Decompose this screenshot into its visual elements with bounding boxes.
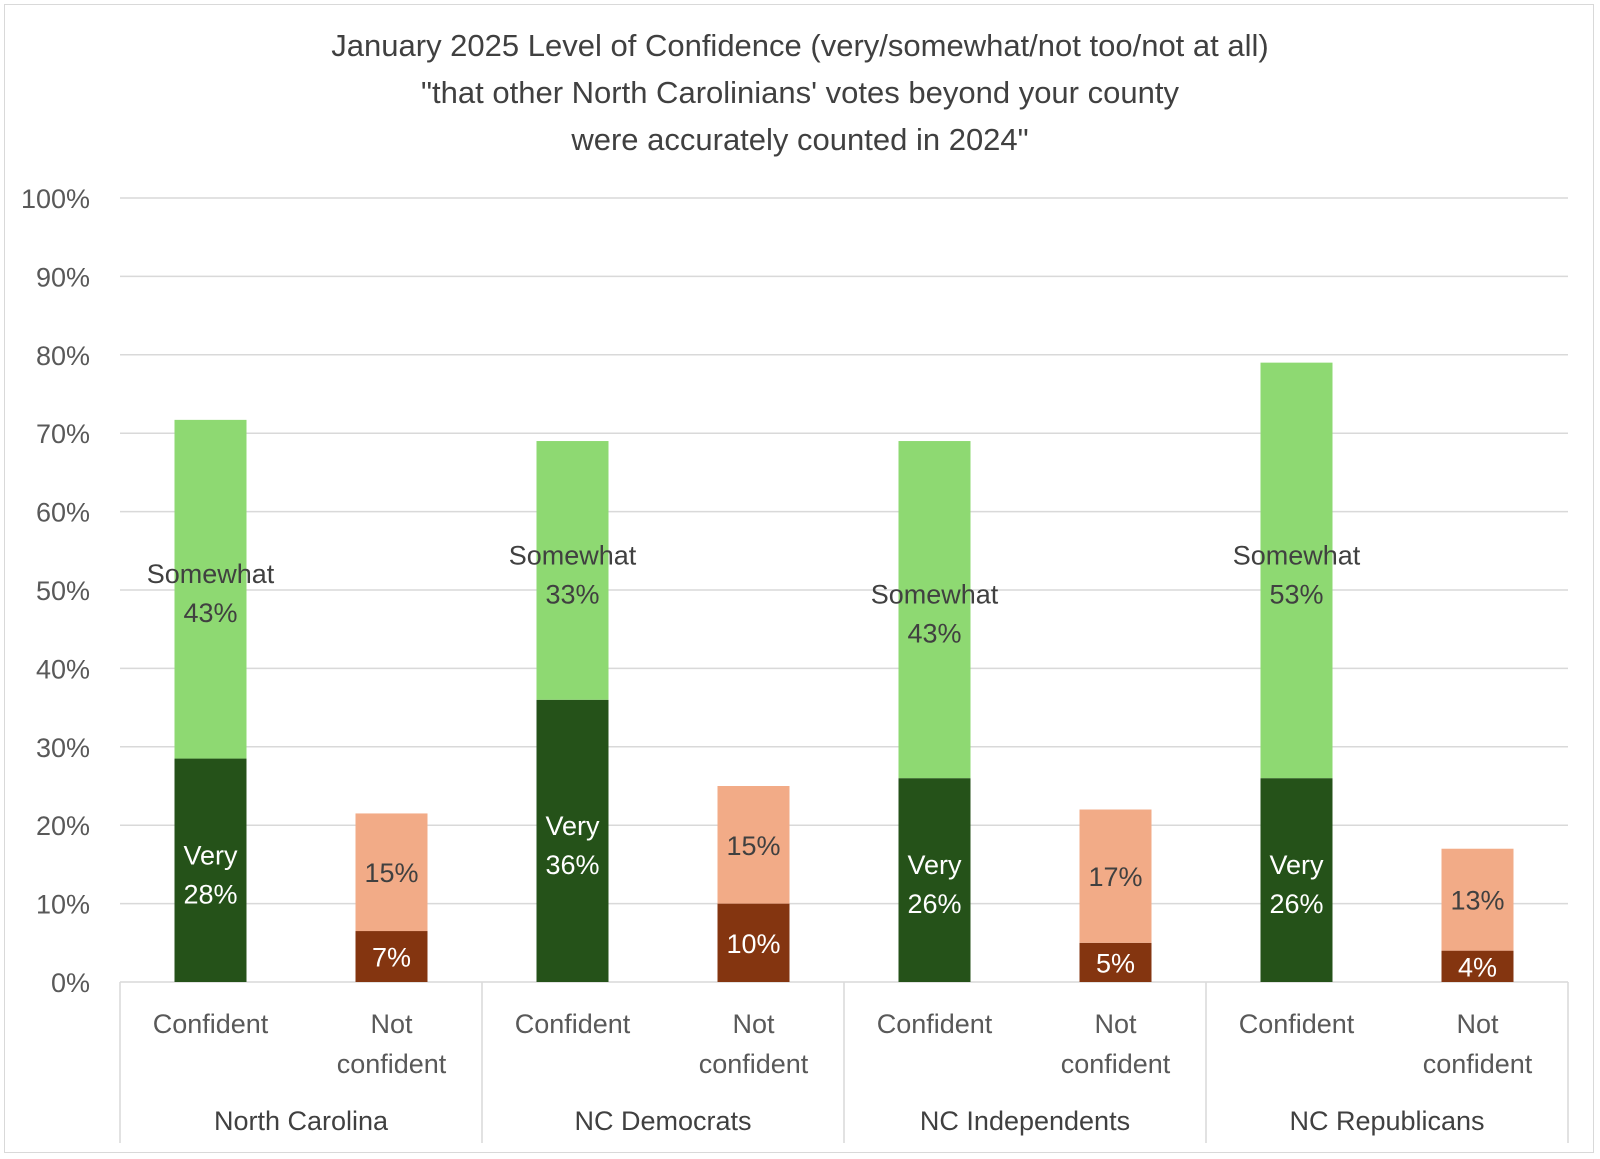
data-label-name: Somewhat: [1233, 540, 1361, 570]
group-label: NC Independents: [920, 1106, 1130, 1136]
bar-segment: [1260, 362, 1333, 779]
data-label-value: 15%: [364, 858, 418, 888]
bar-segment: [174, 758, 247, 982]
bar-segment: [1079, 809, 1152, 943]
y-tick-label: 10%: [36, 890, 90, 920]
data-label-value: 36%: [545, 850, 599, 880]
data-label-name: Very: [545, 811, 600, 841]
x-tick-label: Not: [732, 1009, 775, 1039]
data-label-value: 43%: [907, 619, 961, 649]
data-label-value: 7%: [372, 943, 411, 973]
bar-segment: [536, 699, 609, 982]
x-tick-label: Not: [1094, 1009, 1137, 1039]
data-label-value: 33%: [545, 579, 599, 609]
x-tick-label: confident: [1061, 1049, 1171, 1079]
x-tick-label: Confident: [877, 1009, 993, 1039]
x-tick-label: Confident: [515, 1009, 631, 1039]
bar-segment: [1441, 950, 1514, 982]
bar-segment: [355, 931, 428, 982]
data-label-value: 43%: [183, 598, 237, 628]
data-label-name: Very: [183, 840, 238, 870]
data-label-value: 10%: [726, 929, 780, 959]
group-label: NC Democrats: [574, 1106, 751, 1136]
bar-segment: [898, 778, 971, 982]
y-tick-label: 20%: [36, 811, 90, 841]
group-label: NC Republicans: [1289, 1106, 1484, 1136]
bar-segment: [717, 786, 790, 904]
y-tick-label: 90%: [36, 262, 90, 292]
chart-title-line-3: were accurately counted in 2024": [571, 122, 1029, 157]
data-label-value: 26%: [907, 889, 961, 919]
data-label-value: 4%: [1458, 952, 1497, 982]
data-label-value: 28%: [183, 879, 237, 909]
data-label-name: Somewhat: [147, 559, 275, 589]
data-label-name: Somewhat: [509, 540, 637, 570]
data-label-name: Very: [1269, 850, 1324, 880]
y-tick-label: 70%: [36, 419, 90, 449]
y-tick-label: 40%: [36, 654, 90, 684]
bar-segment: [174, 419, 247, 759]
bar-segment: [1079, 942, 1152, 982]
y-tick-label: 0%: [51, 968, 90, 998]
x-tick-label: confident: [1423, 1049, 1533, 1079]
bar-segment: [355, 813, 428, 932]
x-tick-label: confident: [337, 1049, 447, 1079]
group-label: North Carolina: [214, 1106, 389, 1136]
data-label-name: Very: [907, 850, 962, 880]
chart-title-line-1: January 2025 Level of Confidence (very/s…: [331, 28, 1269, 63]
y-tick-label: 50%: [36, 576, 90, 606]
bar-segment: [898, 441, 971, 779]
data-label-value: 15%: [726, 831, 780, 861]
x-tick-label: Confident: [153, 1009, 269, 1039]
y-tick-label: 60%: [36, 498, 90, 528]
x-tick-label: Not: [370, 1009, 413, 1039]
y-tick-label: 30%: [36, 733, 90, 763]
data-label-name: Somewhat: [871, 580, 999, 610]
data-label-value: 5%: [1096, 948, 1135, 978]
data-label-value: 26%: [1269, 889, 1323, 919]
bar-segment: [1441, 848, 1514, 951]
data-label-value: 13%: [1450, 886, 1504, 916]
y-tick-label: 80%: [36, 341, 90, 371]
chart-title: January 2025 Level of Confidence (very/s…: [0, 22, 1600, 163]
y-tick-label: 100%: [21, 184, 90, 214]
x-tick-label: Not: [1456, 1009, 1499, 1039]
x-tick-label: confident: [699, 1049, 809, 1079]
chart-title-line-2: "that other North Carolinians' votes bey…: [421, 75, 1179, 110]
data-label-value: 17%: [1088, 862, 1142, 892]
data-label-value: 53%: [1269, 579, 1323, 609]
bar-segment: [536, 441, 609, 700]
bar-segment: [1260, 778, 1333, 982]
bar-segment: [717, 903, 790, 982]
x-tick-label: Confident: [1239, 1009, 1355, 1039]
